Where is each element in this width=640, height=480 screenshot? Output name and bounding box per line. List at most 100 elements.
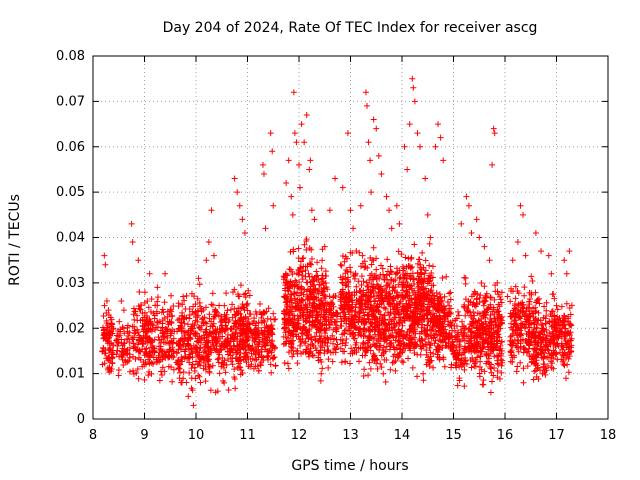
data-point (360, 291, 367, 298)
data-point (568, 322, 575, 329)
data-point (548, 313, 555, 320)
data-point (329, 300, 336, 307)
data-point (223, 343, 230, 350)
data-point (517, 331, 524, 338)
data-point (148, 295, 155, 302)
data-point (230, 336, 237, 343)
data-point (231, 175, 238, 182)
data-point (235, 358, 242, 365)
data-point (525, 348, 532, 355)
data-point (307, 348, 314, 355)
data-point (380, 298, 387, 305)
data-point (543, 299, 550, 306)
data-point (178, 379, 185, 386)
data-point (115, 367, 122, 374)
data-point (317, 377, 324, 384)
data-point (486, 257, 493, 264)
data-point (356, 358, 363, 365)
data-point (399, 322, 406, 329)
data-point (313, 268, 320, 275)
data-point (141, 346, 148, 353)
data-point (246, 320, 253, 327)
data-point (383, 356, 390, 363)
data-point (371, 342, 378, 349)
data-point (439, 344, 446, 351)
data-point (414, 130, 421, 137)
data-point (120, 351, 127, 358)
data-point (230, 323, 237, 330)
data-point (154, 294, 161, 301)
data-point (285, 335, 292, 342)
data-point (553, 302, 560, 309)
data-point (421, 327, 428, 334)
data-point (491, 296, 498, 303)
data-point (211, 252, 218, 259)
data-point (283, 271, 290, 278)
data-point (559, 358, 566, 365)
y-tick-label: 0.02 (56, 321, 85, 336)
data-point (442, 326, 449, 333)
data-point (491, 365, 498, 372)
data-point (448, 322, 455, 329)
data-point (298, 121, 305, 128)
data-point (370, 257, 377, 264)
data-point (346, 327, 353, 334)
data-point (489, 378, 495, 385)
data-point (513, 368, 520, 375)
data-point (401, 274, 408, 281)
data-point (248, 361, 255, 368)
data-point (448, 364, 455, 371)
data-point (410, 84, 417, 91)
data-point (472, 319, 479, 326)
data-point (210, 328, 217, 335)
data-point (162, 328, 169, 335)
data-point (391, 303, 398, 310)
y-tick-label: 0.06 (56, 140, 85, 155)
data-point (234, 310, 241, 317)
data-point (136, 288, 143, 295)
data-point (151, 345, 158, 352)
data-point (311, 294, 318, 301)
data-point (392, 337, 399, 344)
data-point (372, 331, 379, 338)
data-point (245, 333, 252, 340)
data-point (494, 367, 501, 374)
data-point (470, 309, 477, 316)
data-point (339, 253, 346, 260)
data-point (468, 348, 475, 355)
data-point (197, 303, 204, 310)
data-point (318, 300, 325, 307)
data-point (158, 368, 165, 375)
data-point (339, 279, 346, 286)
data-point (532, 315, 539, 322)
data-point (288, 193, 295, 200)
data-point (400, 287, 407, 294)
data-point (319, 257, 326, 264)
data-point (139, 323, 146, 330)
data-point (310, 286, 317, 293)
data-point (564, 361, 571, 368)
data-point (206, 315, 213, 322)
data-point (535, 295, 542, 302)
data-point (421, 290, 428, 297)
data-point (383, 343, 390, 350)
data-point (417, 143, 424, 150)
data-point (188, 365, 195, 372)
data-point (522, 252, 529, 259)
data-point (247, 311, 254, 318)
data-point (134, 365, 141, 372)
data-point (185, 393, 192, 400)
data-point (285, 157, 292, 164)
data-point (373, 125, 380, 132)
data-point (475, 332, 482, 339)
data-point (325, 317, 332, 324)
data-point (308, 207, 315, 214)
data-point (242, 354, 249, 361)
data-point (545, 252, 552, 259)
data-point (188, 385, 195, 392)
data-point (468, 314, 475, 321)
data-point (180, 368, 187, 375)
data-point (212, 334, 219, 341)
data-point (424, 311, 431, 318)
data-point (432, 337, 439, 344)
